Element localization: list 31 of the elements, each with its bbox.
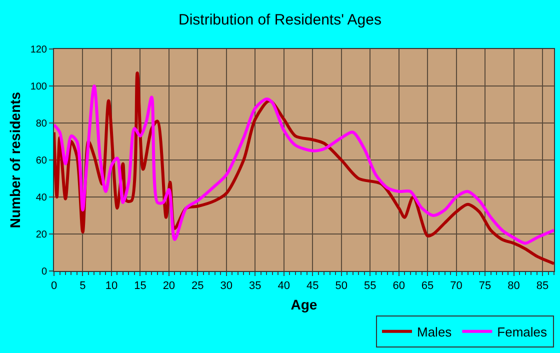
x-tick-label: 40 xyxy=(278,280,290,292)
x-tick-label: 75 xyxy=(478,280,492,292)
x-tick-label: 70 xyxy=(450,280,462,292)
y-tick-label: 100 xyxy=(30,82,48,92)
x-tick-label: 55 xyxy=(364,280,376,292)
y-axis-title: Number of residents xyxy=(6,92,23,228)
x-axis-title: Age xyxy=(290,296,318,312)
x-tick-label: 85 xyxy=(536,280,549,292)
x-tick-label: 5 xyxy=(80,280,86,292)
x-tick-label: 0 xyxy=(50,280,58,292)
x-tick-label: 10 xyxy=(105,280,118,292)
legend-label: Females xyxy=(497,324,548,340)
y-tick-label: 0 xyxy=(41,266,48,278)
legend-label: Males xyxy=(417,324,452,340)
x-tick-label: 15 xyxy=(134,280,146,292)
x-tick-label: 60 xyxy=(392,280,405,292)
y-tick-label: 40 xyxy=(36,192,48,204)
line-series xyxy=(54,84,554,245)
x-tick-label: 80 xyxy=(508,280,520,292)
x-tick-label: 45 xyxy=(306,280,319,292)
y-tick-label: 20 xyxy=(36,230,48,240)
x-tick-label: 50 xyxy=(335,280,348,292)
x-tick-label: 65 xyxy=(421,280,434,292)
x-tick-label: 30 xyxy=(220,280,233,292)
y-tick-label: 80 xyxy=(36,118,48,130)
chart-title: Distribution of Residents' Ages xyxy=(178,12,382,29)
x-tick-label: 20 xyxy=(162,280,176,292)
y-tick-label: 120 xyxy=(30,44,48,56)
x-tick-label: 35 xyxy=(249,280,262,292)
x-tick-label: 25 xyxy=(192,280,204,292)
y-tick-label: 60 xyxy=(36,156,48,166)
